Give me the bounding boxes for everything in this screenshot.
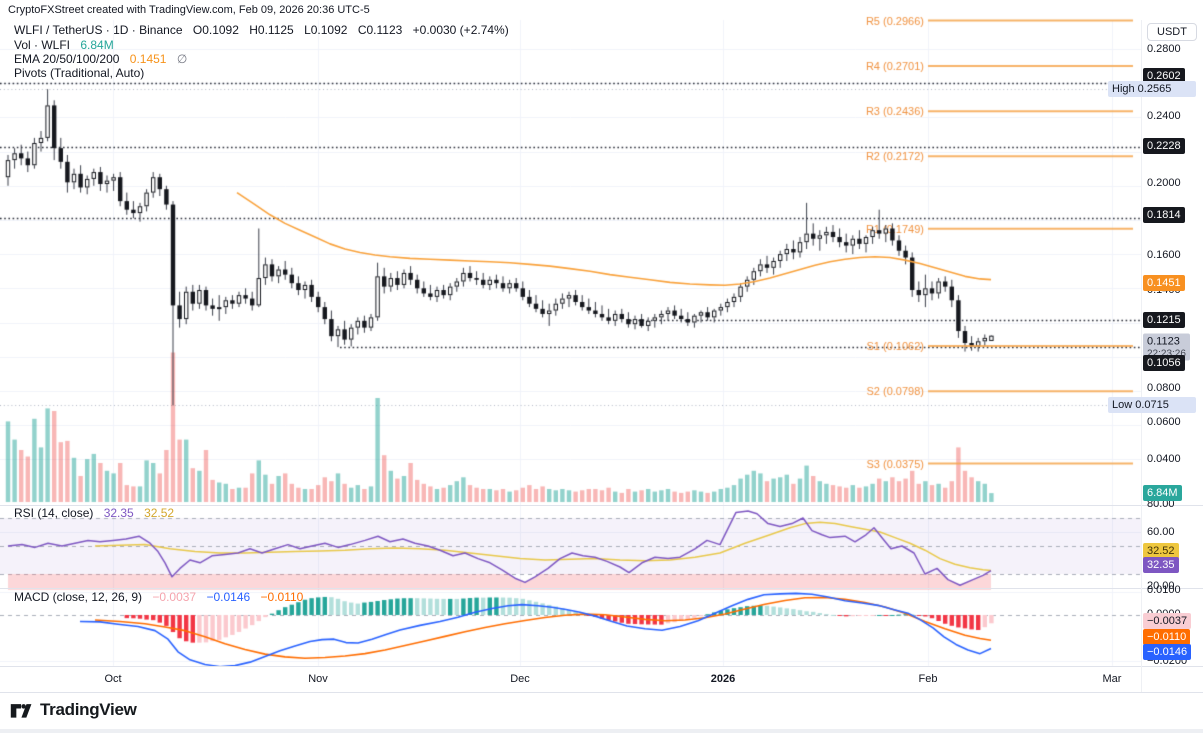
ohlc-open: O0.1092 — [192, 23, 239, 37]
axis-badge: 32.52 — [1143, 543, 1179, 559]
axis-badge: 0.1215 — [1143, 312, 1185, 328]
price-change: +0.0030 (+2.74%) — [412, 23, 509, 37]
price-axis-tick: 0.0400 — [1147, 453, 1181, 465]
volume-legend[interactable]: Vol · WLFI 6.84M — [14, 38, 121, 52]
volume-value: 6.84M — [80, 38, 114, 52]
chart-canvas[interactable] — [0, 0, 1141, 694]
price-axis-tick: 0.0100 — [1147, 584, 1181, 596]
price-axis-tick: 0.0600 — [1147, 416, 1181, 428]
axis-badge: 32.35 — [1143, 557, 1179, 573]
bottom-strip — [0, 729, 1203, 733]
axis-badge: High 0.2565 — [1108, 81, 1196, 97]
axis-badge: 0.1451 — [1143, 275, 1185, 291]
ema-value: 0.1451 — [129, 52, 167, 66]
ema-mode-icon: ∅ — [176, 52, 188, 66]
symbol-legend[interactable]: WLFI / TetherUS · 1D · Binance O0.1092 H… — [14, 23, 516, 37]
time-axis-label: 2026 — [710, 673, 736, 685]
pane-divider[interactable] — [0, 588, 1203, 589]
symbol-title[interactable]: WLFI / TetherUS · 1D · Binance — [14, 23, 183, 37]
macd-legend[interactable]: MACD (close, 12, 26, 9) −0.0037 −0.0146 … — [14, 590, 310, 604]
pane-divider — [0, 692, 1203, 693]
axis-badge: 0.1814 — [1143, 207, 1185, 223]
time-axis-label: Oct — [104, 673, 122, 685]
tradingview-logo[interactable]: TradingView — [10, 700, 137, 720]
volume-label: Vol · WLFI — [14, 38, 71, 52]
ohlc-low: L0.1092 — [304, 23, 348, 37]
axis-badge: 0.2228 — [1143, 138, 1185, 154]
macd-hist-value: −0.0037 — [152, 590, 197, 604]
pane-divider[interactable] — [0, 505, 1203, 506]
axis-badge: 0.2602 — [1143, 68, 1185, 84]
rsi-ma-value: 32.52 — [144, 506, 175, 520]
tradingview-logo-icon — [10, 703, 32, 718]
axis-badge: 6.84M — [1143, 485, 1182, 501]
axis-separator — [1141, 20, 1142, 692]
price-axis-tick: 0.1600 — [1147, 249, 1181, 261]
ema-label: EMA 20/50/100/200 — [14, 52, 120, 66]
ohlc-close: C0.1123 — [357, 23, 403, 37]
price-axis-tick: 60.00 — [1147, 526, 1175, 538]
price-axis-tick: 80.00 — [1147, 498, 1175, 510]
ema-legend[interactable]: EMA 20/50/100/200 0.1451 ∅ — [14, 52, 194, 66]
pivots-legend[interactable]: Pivots (Traditional, Auto) — [14, 66, 151, 80]
price-axis-tick: 20.00 — [1147, 580, 1175, 592]
rsi-legend[interactable]: RSI (14, close) 32.35 32.52 — [14, 506, 181, 520]
price-axis-tick: 0.2400 — [1147, 110, 1181, 122]
price-axis-tick: 0.2800 — [1147, 43, 1181, 55]
rsi-value: 32.35 — [103, 506, 134, 520]
price-axis-tick: 0.0800 — [1147, 382, 1181, 394]
macd-label: MACD (close, 12, 26, 9) — [14, 590, 143, 604]
axis-badge: Low 0.0715 — [1108, 397, 1196, 413]
pane-divider — [0, 666, 1203, 667]
attribution-text: CryptoFXStreet created with TradingView.… — [8, 4, 370, 16]
axis-badge: 0.1056 — [1143, 355, 1185, 371]
ohlc-high: H0.1125 — [249, 23, 294, 37]
price-axis-tick: 0.2000 — [1147, 177, 1181, 189]
axis-badge: −0.0037 — [1143, 613, 1192, 629]
time-axis-label: Mar — [1102, 673, 1122, 685]
time-axis[interactable]: Oct Nov Dec 2026 Feb Mar — [0, 667, 1141, 692]
tradingview-logo-text: TradingView — [40, 700, 137, 719]
macd-value: −0.0146 — [206, 590, 251, 604]
time-axis-label: Dec — [510, 673, 530, 685]
pivots-label: Pivots (Traditional, Auto) — [14, 66, 145, 80]
axis-badge: −0.0110 — [1143, 629, 1191, 645]
rsi-label: RSI (14, close) — [14, 506, 94, 520]
axis-badge: −0.0146 — [1143, 644, 1192, 660]
macd-signal-value: −0.0110 — [260, 590, 304, 604]
time-axis-label: Nov — [308, 673, 328, 685]
time-axis-label: Feb — [918, 673, 938, 685]
currency-button[interactable]: USDT — [1147, 23, 1197, 41]
